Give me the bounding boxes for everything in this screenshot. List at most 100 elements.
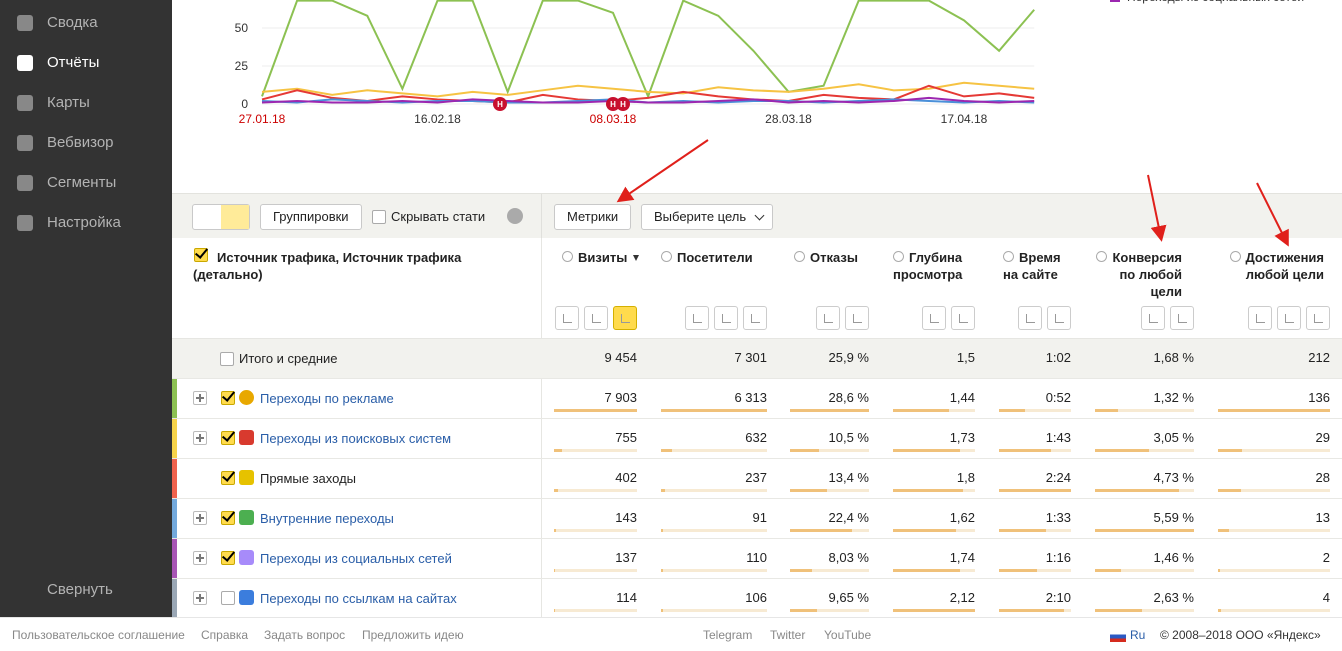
expand-button[interactable] (193, 431, 207, 445)
column-tool-button[interactable] (922, 306, 946, 330)
list-view-button[interactable] (193, 205, 221, 229)
sort-arrow (633, 255, 640, 261)
column-header[interactable]: Достижения любой цели (1212, 249, 1324, 283)
column-tool-button[interactable] (613, 306, 637, 330)
menu-item[interactable]: Карты (0, 83, 172, 123)
row-label[interactable]: Внутренние переходы (260, 511, 394, 526)
column-tool-button[interactable] (816, 306, 840, 330)
help-icon[interactable] (1003, 251, 1014, 262)
row-label[interactable]: Переходы по рекламе (260, 391, 394, 406)
report-table: Источник трафика, Источник трафика (дета… (172, 238, 1342, 619)
column-tool-button[interactable] (584, 306, 608, 330)
column-tool-button[interactable] (555, 306, 579, 330)
table-row: Внутренние переходы 143 91 22,4 % 1,62 1:33 5,… (172, 498, 1342, 539)
totals-value: 7 301 (734, 350, 767, 365)
source-icon (239, 390, 254, 405)
row-checkbox[interactable] (221, 431, 235, 445)
cell-value: 1,73 (949, 430, 975, 445)
metrics-button[interactable]: Метрики (554, 204, 632, 230)
language-switch[interactable]: Ru (1130, 628, 1146, 642)
expand-button[interactable] (193, 591, 207, 605)
column-tool-button[interactable] (951, 306, 975, 330)
column-header[interactable]: Время на сайте (1003, 249, 1073, 283)
row-label[interactable]: Переходы из социальных сетей (260, 551, 452, 566)
bar-track (554, 529, 637, 532)
source-icon (239, 470, 254, 485)
totals-checkbox[interactable] (220, 352, 234, 366)
row-label[interactable]: Переходы по ссылкам на сайтах (260, 591, 457, 606)
dimension-header: Источник трафика, Источник трафика (дета… (193, 250, 462, 282)
help-icon[interactable] (1096, 251, 1108, 262)
value-bar (999, 409, 1025, 412)
row-checkbox[interactable] (221, 551, 235, 565)
social-link[interactable]: Twitter (770, 628, 806, 642)
column-tool-button[interactable] (1018, 306, 1042, 330)
value-bar (999, 449, 1051, 452)
expand-button[interactable] (193, 391, 207, 405)
holiday-marker-label: Н (497, 100, 503, 109)
column-header[interactable]: Глубина просмотра (893, 249, 975, 283)
column-header[interactable]: Отказы (794, 249, 874, 266)
footer-link[interactable]: Справка (201, 628, 249, 642)
menu-item[interactable]: Сводка (0, 3, 172, 43)
expand-button[interactable] (193, 511, 207, 525)
column-tool-button[interactable] (845, 306, 869, 330)
footer-link[interactable]: Предложить идею (362, 628, 464, 642)
cell-value: 2:24 (1045, 470, 1071, 485)
column-tool-button[interactable] (1277, 306, 1301, 330)
row-color-stripe (172, 419, 177, 459)
row-label[interactable]: Переходы из поисковых систем (260, 431, 452, 446)
column-tool-button[interactable] (685, 306, 709, 330)
table-row: Прямые заходы 402 237 13,4 % 1,8 2:24 4,73 % 28 (172, 458, 1342, 499)
hide-stats-checkbox[interactable] (372, 210, 386, 224)
menu-icon (17, 15, 33, 31)
column-tool-button[interactable] (1141, 306, 1165, 330)
column-header[interactable]: Конверсия по любой цели (1092, 249, 1182, 300)
help-icon[interactable] (661, 251, 672, 262)
bar-track (1218, 449, 1330, 452)
social-link[interactable]: Telegram (703, 628, 753, 642)
expand-button[interactable] (193, 551, 207, 565)
value-bar (893, 489, 963, 492)
menu-item[interactable]: Вебвизор (0, 123, 172, 163)
row-checkbox[interactable] (221, 591, 235, 605)
collapse-button[interactable]: Свернуть (0, 570, 172, 610)
cell-value: 1,62 (949, 510, 975, 525)
row-checkbox[interactable] (221, 391, 235, 405)
column-tool-button[interactable] (1248, 306, 1272, 330)
footer-link[interactable]: Задать вопрос (264, 628, 346, 642)
groupings-button[interactable]: Группировки (260, 204, 362, 230)
x-tick-label: 17.04.18 (941, 112, 988, 126)
value-bar (790, 489, 827, 492)
menu-label: Вебвизор (47, 134, 114, 151)
column-header[interactable]: Визиты (562, 249, 642, 266)
totals-value: 1,68 % (1153, 350, 1194, 365)
bar-track (1095, 569, 1194, 572)
column-tool-button[interactable] (743, 306, 767, 330)
menu-item[interactable]: Отчёты (0, 43, 172, 83)
footer-link[interactable]: Пользовательское соглашение (12, 628, 185, 642)
help-icon[interactable] (562, 251, 573, 262)
menu-item[interactable]: Настройка (0, 203, 172, 243)
column-tool-button[interactable] (1170, 306, 1194, 330)
value-bar (661, 489, 665, 492)
help-icon[interactable] (893, 251, 904, 262)
row-checkbox[interactable] (221, 511, 235, 525)
column-header[interactable]: Посетители (661, 249, 761, 266)
column-tool-button[interactable] (714, 306, 738, 330)
column-tool-button[interactable] (1047, 306, 1071, 330)
dimension-checkbox[interactable] (194, 248, 208, 262)
column-tool-button[interactable] (1306, 306, 1330, 330)
menu-item[interactable]: Сегменты (0, 163, 172, 203)
totals-value: 9 454 (604, 350, 637, 365)
settings-button[interactable] (507, 208, 523, 224)
social-link[interactable]: YouTube (824, 628, 872, 642)
row-checkbox[interactable] (221, 471, 235, 485)
menu-label: Сводка (47, 14, 98, 31)
tree-view-button[interactable] (221, 205, 249, 229)
cell-value: 2,12 (949, 590, 975, 605)
help-icon[interactable] (1229, 251, 1241, 262)
bar-track (790, 569, 869, 572)
goal-select[interactable]: Выберите цель (641, 204, 774, 230)
help-icon[interactable] (794, 251, 805, 262)
